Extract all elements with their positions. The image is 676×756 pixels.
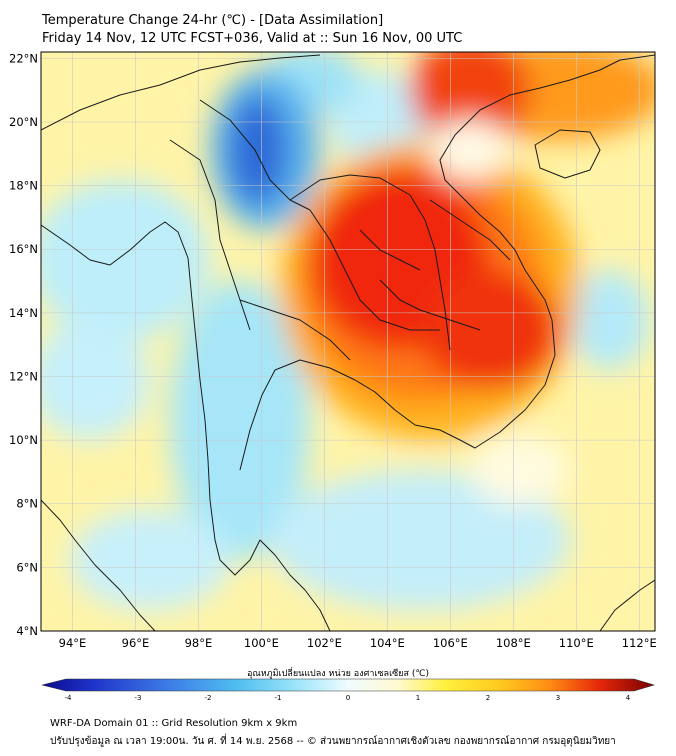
longitude-label: 104°E <box>370 636 405 650</box>
longitude-label: 110°E <box>559 636 594 650</box>
latitude-label: 12°N <box>9 369 38 383</box>
cold-anomaly-core <box>228 95 288 205</box>
footer-model-info: WRF-DA Domain 01 :: Grid Resolution 9km … <box>50 718 298 729</box>
colorbar-tick-label: 0 <box>346 694 350 702</box>
longitude-label: 108°E <box>496 636 531 650</box>
inland-border-3 <box>239 299 351 361</box>
colorbar: -4 -3 -2 -1 0 1 2 3 4 <box>41 678 656 702</box>
cool-anomaly-sw2 <box>70 510 230 610</box>
longitude-label: 94°E <box>59 636 87 650</box>
plot-frame <box>40 51 656 632</box>
inland-border-5 <box>429 199 511 261</box>
latitude-label: 8°N <box>16 497 38 511</box>
coastlines <box>41 54 655 631</box>
latitude-label: 22°N <box>9 51 38 65</box>
inland-border-4 <box>359 229 421 271</box>
colorbar-tick-label: -1 <box>275 694 282 702</box>
latitude-label: 14°N <box>9 306 38 320</box>
cool-anomaly-sw <box>41 320 150 440</box>
northern-border-1 <box>41 54 321 131</box>
cool-anomaly-south <box>270 470 570 610</box>
cool-anomaly-west <box>41 180 210 340</box>
latitude-label: 6°N <box>16 560 38 574</box>
temperature-field <box>41 52 655 631</box>
latitude-label: 16°N <box>9 242 38 256</box>
map-subtitle: Friday 14 Nov, 12 UTC FCST+036, Valid at… <box>42 31 463 46</box>
longitude-labels: 94°E 96°E 98°E 100°E 102°E 104°E 106°E 108°E 110… <box>59 636 657 650</box>
longitude-label: 106°E <box>433 636 468 650</box>
longitude-label: 100°E <box>244 636 279 650</box>
sumatra-coast <box>41 499 156 631</box>
latitude-label: 10°N <box>9 433 38 447</box>
neutral-spot-south <box>470 435 570 505</box>
longitude-label: 96°E <box>122 636 150 650</box>
northern-border-2 <box>199 99 311 211</box>
footer-credits: ปรับปรุงข้อมูล ณ เวลา 19:00น. วัน ศ. ที่… <box>50 736 616 747</box>
colorbar-ticks: -4 -3 -2 -1 0 1 2 3 4 <box>65 694 631 702</box>
colorbar-tick-label: 4 <box>626 694 631 702</box>
borneo-coast <box>599 579 655 631</box>
cool-anomaly-east <box>570 270 650 370</box>
colorbar-tick-label: -3 <box>135 694 142 702</box>
latitude-label: 4°N <box>16 624 38 638</box>
colorbar-tick-label: 3 <box>556 694 560 702</box>
map-title: Temperature Change 24-hr (℃) - [Data Ass… <box>42 13 384 28</box>
inland-border-6 <box>379 279 481 331</box>
hainan-island <box>534 129 601 179</box>
gulf-coast <box>239 54 655 471</box>
warm-anomaly-core-east <box>420 270 560 390</box>
colorbar-tick-label: -4 <box>65 694 73 702</box>
mainland-coast <box>41 221 331 631</box>
inland-border-1 <box>289 174 451 351</box>
longitude-label: 102°E <box>307 636 342 650</box>
colorbar-tick-label: -2 <box>205 694 212 702</box>
inland-border-2 <box>309 209 440 331</box>
latitude-labels: 22°N 20°N 18°N 16°N 14°N 12°N 10°N 8°N 6°N 4°N <box>9 51 38 638</box>
latitude-label: 20°N <box>9 115 38 129</box>
latitude-label: 18°N <box>9 179 38 193</box>
cool-anomaly-peninsula <box>170 280 310 560</box>
colorbar-bar <box>41 678 656 692</box>
field-blobs <box>41 52 655 610</box>
colorbar-tick-label: 2 <box>486 694 490 702</box>
neutral-spot-north <box>430 120 510 180</box>
colorbar-title: อุณหภูมิเปลี่ยนแปลง หน่วย องศาเซลเซียส (… <box>246 669 430 679</box>
longitude-label: 112°E <box>622 636 657 650</box>
colorbar-tick-label: 1 <box>416 694 420 702</box>
longitude-label: 98°E <box>185 636 213 650</box>
